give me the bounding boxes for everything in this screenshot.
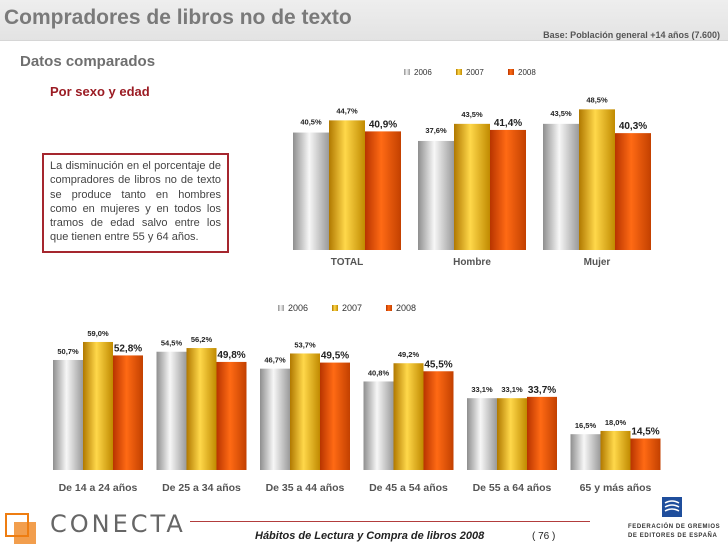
legend-swatch-2006 [404,69,410,75]
data-label-0-1-2008: 41,4% [494,118,522,129]
data-label-1-0-2008: 52,8% [114,343,142,354]
page-number: ( 76 ) [532,531,556,542]
data-label-1-3-2006: 40,8% [368,368,390,377]
data-label-1-2-2008: 49,5% [321,351,349,362]
bar-1-1-2007 [186,348,217,470]
data-label-1-3-2008: 45,5% [424,359,452,370]
bar-1-4-2007 [497,398,527,470]
bar-0-1-2008 [490,129,526,250]
category-label-1-0: De 14 a 24 años [59,482,138,494]
category-label-1-1: De 25 a 34 años [162,482,241,494]
legend-label-2008: 2008 [518,68,536,77]
category-label-0-1: Hombre [453,257,491,268]
base-note: Base: Población general +14 años (7.600) [543,30,720,40]
category-label-0-2: Mujer [584,257,611,268]
data-label-0-2-2006: 43,5% [550,109,572,118]
bar-0-2-2008 [615,133,651,250]
note-box: La disminución en el porcentaje de compr… [42,153,229,253]
legend-swatch-2007 [456,69,462,75]
data-label-1-4-2007: 33,1% [501,385,523,394]
data-label-1-0-2006: 50,7% [57,347,79,356]
data-label-1-2-2007: 53,7% [294,340,316,349]
section-title: Por sexo y edad [50,84,150,99]
bar-1-1-2006 [156,351,187,470]
legend-swatch-2008 [386,305,392,311]
bar-0-0-2006 [293,132,329,250]
subtitle: Datos comparados [20,53,156,70]
bar-0-0-2008 [365,131,401,250]
legend-swatch-2007 [332,305,338,311]
legend-swatch-2006 [278,305,284,311]
data-label-0-0-2007: 44,7% [336,106,358,115]
category-label-1-5: 65 y más años [580,482,652,494]
federation-logo-icon [662,497,682,517]
data-label-1-4-2006: 33,1% [471,385,493,394]
data-label-1-1-2006: 54,5% [161,339,183,348]
bar-1-2-2006 [260,368,290,470]
category-label-1-3: De 45 a 54 años [369,482,448,494]
bar-1-3-2007 [393,363,424,470]
bar-1-4-2006 [467,398,497,470]
bar-1-2-2008 [320,362,350,470]
footer-line [190,521,590,522]
bar-1-0-2008 [113,355,143,470]
bar-1-0-2007 [83,341,113,470]
bar-0-1-2007 [454,123,490,250]
bar-1-3-2008 [423,371,454,470]
bar-1-1-2008 [216,361,247,470]
data-label-0-2-2007: 48,5% [586,95,608,104]
federation-logo-text: FEDERACIÓN DE GREMIOS DE EDITORES DE ESP… [628,524,721,539]
conecta-logo-text: CONECTA [50,510,186,538]
conecta-logo-icon [5,513,36,544]
legend-label-2007: 2007 [466,68,484,77]
bar-1-5-2008 [630,438,661,470]
data-label-1-3-2007: 49,2% [398,350,420,359]
legend-label-2008: 2008 [396,303,416,313]
data-label-1-0-2007: 59,0% [87,329,109,338]
data-label-0-1-2006: 37,6% [425,126,447,135]
title-bar: Compradores de libros no de texto Base: … [0,0,728,41]
bar-1-4-2008 [527,396,557,470]
data-label-0-0-2006: 40,5% [300,118,322,127]
bar-1-2-2007 [290,353,320,470]
category-label-0-0: TOTAL [331,257,363,268]
data-label-1-5-2008: 14,5% [631,427,659,438]
legend-label-2006: 2006 [414,68,432,77]
data-label-0-1-2007: 43,5% [461,110,483,119]
legend-label-2007: 2007 [342,303,362,313]
data-label-1-4-2008: 33,7% [528,385,556,396]
data-label-1-5-2006: 16,5% [575,421,597,430]
bar-1-0-2006 [53,359,83,470]
bar-1-5-2007 [600,430,631,470]
legend-swatch-2008 [508,69,514,75]
bar-1-3-2006 [363,381,394,470]
bar-0-2-2006 [543,123,579,250]
legend-label-2006: 2006 [288,303,308,313]
category-label-1-4: De 55 a 64 años [473,482,552,494]
bar-0-0-2007 [329,120,365,251]
data-label-0-0-2008: 40,9% [369,119,397,130]
data-label-1-2-2006: 46,7% [264,356,286,365]
data-label-1-1-2008: 49,8% [217,350,245,361]
data-label-0-2-2008: 40,3% [619,121,647,132]
bar-1-5-2006 [570,434,601,470]
data-label-1-5-2007: 18,0% [605,418,627,427]
category-label-1-2: De 35 a 44 años [266,482,345,494]
page-title: Compradores de libros no de texto [4,6,352,29]
data-label-1-1-2007: 56,2% [191,335,213,344]
bar-0-1-2006 [418,140,454,250]
bar-0-2-2007 [579,109,615,250]
publication-title: Hábitos de Lectura y Compra de libros 20… [255,530,485,542]
